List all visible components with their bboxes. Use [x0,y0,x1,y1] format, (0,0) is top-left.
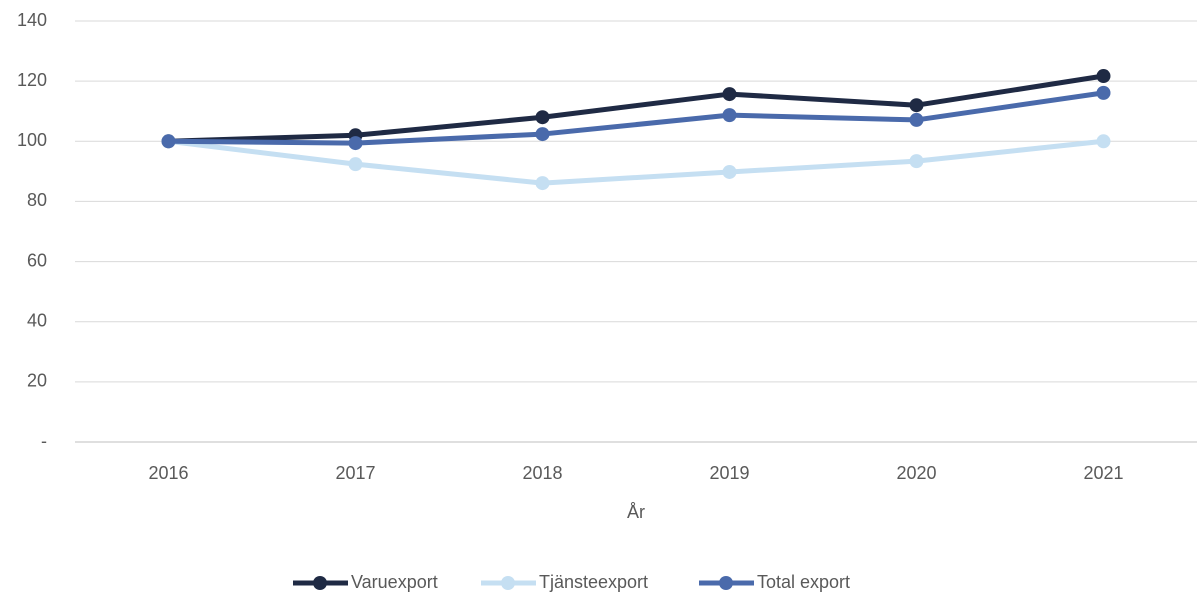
y-tick-label: 20 [27,371,47,391]
legend-label: Varuexport [351,572,438,592]
y-tick-label: - [41,431,47,451]
y-tick-label: 80 [27,190,47,210]
x-tick-label: 2019 [709,463,749,483]
data-point [348,157,363,172]
data-point [722,108,737,123]
legend-label: Tjänsteexport [539,572,648,592]
x-tick-label: 2018 [522,463,562,483]
data-point [1096,85,1111,100]
series-line [168,90,1104,146]
data-point [722,87,737,102]
data-point [161,134,176,149]
y-tick-label: 100 [17,130,47,150]
x-tick-label: 2021 [1083,463,1123,483]
y-tick-label: 60 [27,250,47,270]
x-axis-label: År [627,502,645,522]
legend-marker [501,576,515,590]
data-point [535,110,550,125]
legend-marker [313,576,327,590]
data-point [535,127,550,142]
y-tick-label: 120 [17,70,47,90]
data-point [909,112,924,127]
legend-marker [719,576,733,590]
data-point [1096,134,1111,149]
series-line [168,73,1104,144]
data-point [909,154,924,169]
series-line [168,138,1104,186]
y-tick-label: 40 [27,310,47,330]
x-tick-label: 2016 [148,463,188,483]
y-tick-label: 140 [17,10,47,30]
x-tick-label: 2020 [896,463,936,483]
data-point [909,98,924,113]
data-point [348,136,363,151]
legend-label: Total export [757,572,850,592]
data-point [1096,69,1111,84]
x-tick-label: 2017 [335,463,375,483]
data-point [722,164,737,179]
data-point [535,176,550,191]
